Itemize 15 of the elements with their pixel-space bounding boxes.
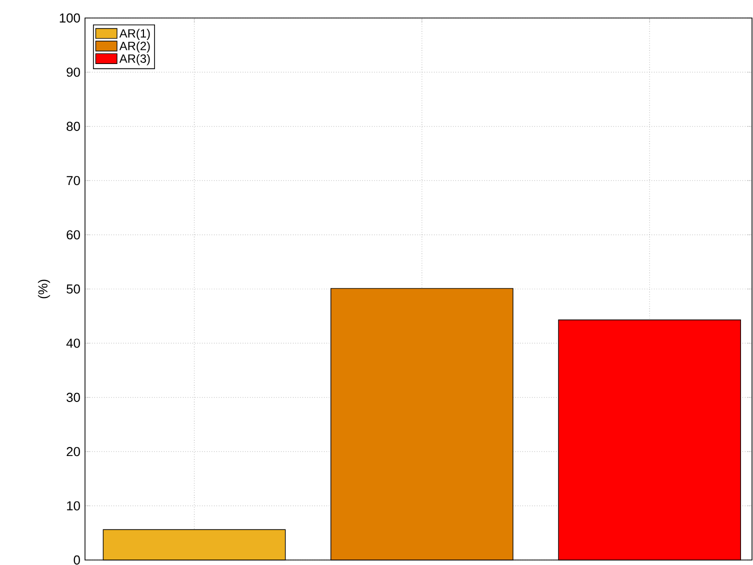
y-tick-label: 50 [66,284,80,294]
y-tick-label: 80 [66,122,80,131]
y-tick-label: 10 [67,501,80,510]
legend-label: AR(2) [119,41,150,53]
y-tick-label: 100 [60,13,80,23]
y-tick-label: 20 [66,447,80,456]
y-axis-title: (%) [38,280,50,298]
y-tick-label: 0 [74,555,80,565]
y-tick-label: 70 [66,176,80,186]
y-tick-label: 90 [66,68,80,77]
legend-label: AR(1) [119,28,150,40]
y-tick-label: 60 [66,230,80,240]
y-tick-label: 40 [66,338,80,348]
legend-label: AR(3) [119,54,150,66]
y-tick-label: 30 [66,392,80,402]
